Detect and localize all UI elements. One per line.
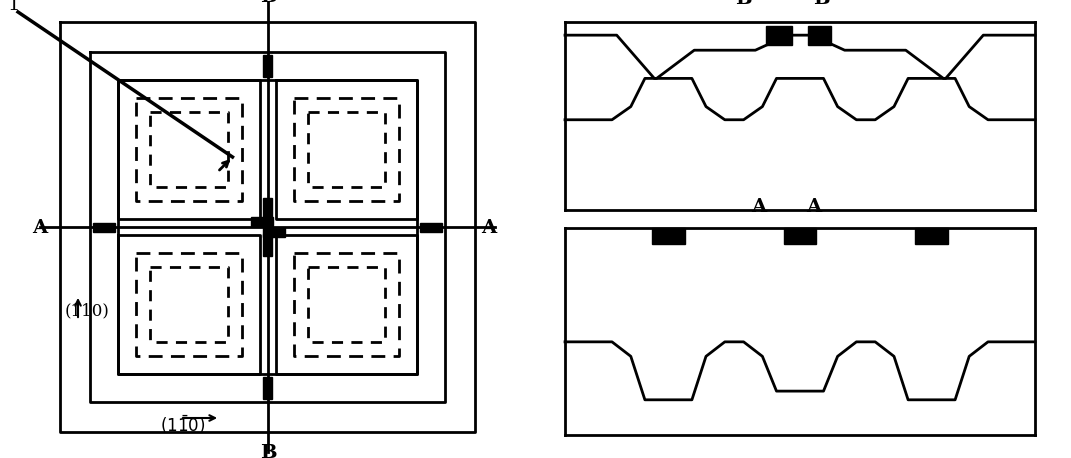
Bar	[767, 26, 793, 44]
Bar	[420, 223, 442, 231]
Bar	[915, 228, 948, 244]
Bar	[263, 198, 272, 220]
Text: B: B	[260, 0, 277, 6]
Text: A: A	[806, 198, 821, 216]
Bar	[263, 234, 272, 256]
Bar	[784, 228, 816, 244]
Text: A: A	[751, 198, 766, 216]
Text: $(1\bar{1}0)$: $(1\bar{1}0)$	[160, 414, 206, 436]
Bar	[808, 26, 831, 44]
Text: A: A	[32, 219, 47, 237]
Text: A: A	[481, 219, 496, 237]
Text: (110): (110)	[65, 302, 110, 319]
Bar	[263, 55, 272, 77]
Bar	[251, 217, 272, 226]
Text: 1: 1	[7, 0, 20, 14]
Bar	[263, 377, 272, 399]
Text: B: B	[260, 444, 277, 458]
Bar	[652, 228, 684, 244]
Text: B: B	[813, 0, 830, 8]
Bar	[262, 228, 285, 237]
Bar	[93, 223, 115, 231]
Text: B: B	[736, 0, 752, 8]
